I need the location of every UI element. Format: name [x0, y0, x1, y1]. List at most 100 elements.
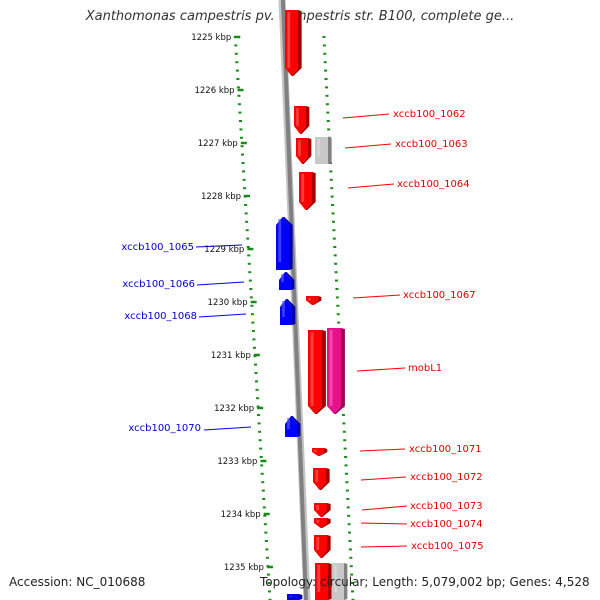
gene-1067 — [306, 296, 322, 305]
leader-forward — [360, 476, 407, 481]
gene-pseudo-bottom-side — [344, 563, 348, 600]
gene-1064-shine — [301, 174, 305, 202]
ruler-label: 1233 kbp — [217, 457, 257, 467]
gene-reverse-bottom — [287, 594, 303, 600]
gene-1068-side — [286, 299, 296, 325]
gene-1062-shine — [296, 108, 299, 126]
gene-pseudo-bottom-shine — [334, 565, 337, 592]
gene-1065-shine — [278, 219, 282, 262]
gene-1063a — [296, 138, 312, 164]
gene-1063b-shine — [317, 139, 321, 156]
gene-1073 — [314, 503, 331, 517]
gene-1074-shine — [316, 520, 320, 523]
gene-1074-body — [314, 518, 327, 528]
gene-1067-shine — [308, 298, 311, 301]
gene-1073-body — [314, 503, 327, 517]
accession-text: Accession: NC_010688 — [9, 575, 146, 589]
gene-1075-shine — [316, 537, 320, 550]
gene-forward-bottom-shine — [317, 565, 321, 592]
gene-label-reverse: xccb100_1065 — [121, 242, 194, 253]
gene-1066-side — [285, 272, 295, 290]
gene-1063b — [315, 137, 332, 164]
gene-reverse-bottom-shine — [289, 596, 292, 597]
gene-mobL1-body — [327, 328, 341, 414]
gene-1063a-shine — [298, 140, 301, 156]
leader-reverse — [203, 426, 252, 431]
gene-1063a-side — [302, 138, 312, 164]
gene-1072-shine — [315, 470, 319, 482]
labels: 1225 kbp 1226 kbp 1227 kbp 1228 kbp 1229 kbp… — [121, 33, 483, 573]
gene-1068-shine — [282, 301, 285, 317]
gene-1070-side — [291, 416, 301, 437]
gene-pseudo-bottom — [332, 563, 348, 600]
gene-1070 — [285, 416, 301, 437]
leader-forward — [352, 294, 401, 299]
gene-mobL1-shine — [329, 330, 333, 406]
gene-label-forward: xccb100_1071 — [409, 444, 482, 455]
gene-1062 — [294, 106, 310, 134]
genes — [276, 10, 348, 600]
gene-1065-side — [282, 217, 293, 270]
gene-1066-shine — [281, 274, 284, 282]
ruler-label: 1228 kbp — [201, 192, 241, 202]
gene-label-forward: xccb100_1064 — [397, 179, 470, 190]
gene-label-forward: xccb100_1063 — [395, 139, 468, 150]
gene-1062-side — [300, 106, 310, 134]
gene-label-reverse: xccb100_1066 — [122, 279, 195, 290]
gene-1067-body — [306, 296, 318, 305]
leader-reverse — [195, 244, 243, 248]
gene-1073-side — [320, 503, 331, 517]
ruler-label: 1225 kbp — [191, 33, 231, 43]
gene-reverse-bottom-body — [287, 594, 299, 600]
label-leaders — [195, 113, 408, 548]
leader-forward — [347, 183, 395, 189]
gene-mobL1 — [327, 328, 345, 414]
gene-reverse-bottom-side — [299, 594, 303, 600]
gene-label-forward: xccb100_1074 — [410, 519, 483, 530]
leader-forward — [361, 505, 408, 511]
gene-1064-side — [305, 172, 316, 210]
leader-forward — [356, 367, 406, 372]
gene-forward-top-shine — [287, 12, 291, 68]
gene-1075 — [314, 535, 331, 558]
leader-reverse — [198, 313, 247, 318]
gene-1065 — [276, 217, 293, 270]
gene-1066 — [279, 272, 295, 290]
topology-text: Topology: circular; Length: 5,079,002 bp… — [260, 575, 590, 589]
genome-backbone — [281, 0, 308, 600]
gene-mobL1a-side — [315, 330, 326, 414]
ruler-label: 1235 kbp — [224, 563, 264, 573]
leader-forward — [360, 522, 408, 525]
gene-1071-side — [318, 448, 328, 456]
gene-mobL1a — [308, 330, 326, 414]
gene-1071 — [312, 448, 328, 456]
ruler-label: 1234 kbp — [221, 510, 261, 520]
leader-forward — [344, 143, 392, 149]
gene-1064 — [299, 172, 316, 210]
gene-forward-top — [285, 10, 302, 76]
gene-forward-top-side — [291, 10, 302, 76]
gene-1071-body — [312, 448, 324, 456]
gene-forward-top-body — [285, 10, 298, 76]
gene-1075-side — [320, 535, 331, 558]
leader-forward — [360, 545, 408, 548]
ruler-label: 1232 kbp — [214, 404, 254, 414]
gene-mobL1-side — [334, 328, 345, 414]
gene-1074-side — [320, 518, 331, 528]
gene-label-forward: xccb100_1072 — [410, 472, 483, 483]
gene-label-forward: xccb100_1062 — [393, 109, 466, 120]
backbone — [278, 0, 311, 600]
leader-reverse — [196, 281, 245, 286]
gene-1072 — [313, 468, 330, 490]
gene-label-forward: xccb100_1067 — [403, 290, 476, 301]
gene-mobL1a-body — [308, 330, 322, 414]
ruler-label: 1231 kbp — [211, 351, 251, 361]
gene-label-reverse: xccb100_1070 — [128, 423, 201, 434]
gene-label-forward: mobL1 — [408, 363, 442, 374]
gene-1071-shine — [314, 450, 317, 452]
ruler-label: 1227 kbp — [198, 139, 238, 149]
gene-1067-side — [312, 296, 322, 305]
gene-1073-shine — [316, 505, 320, 510]
ruler-ticks — [233, 35, 355, 600]
gene-1065-body — [276, 217, 289, 270]
